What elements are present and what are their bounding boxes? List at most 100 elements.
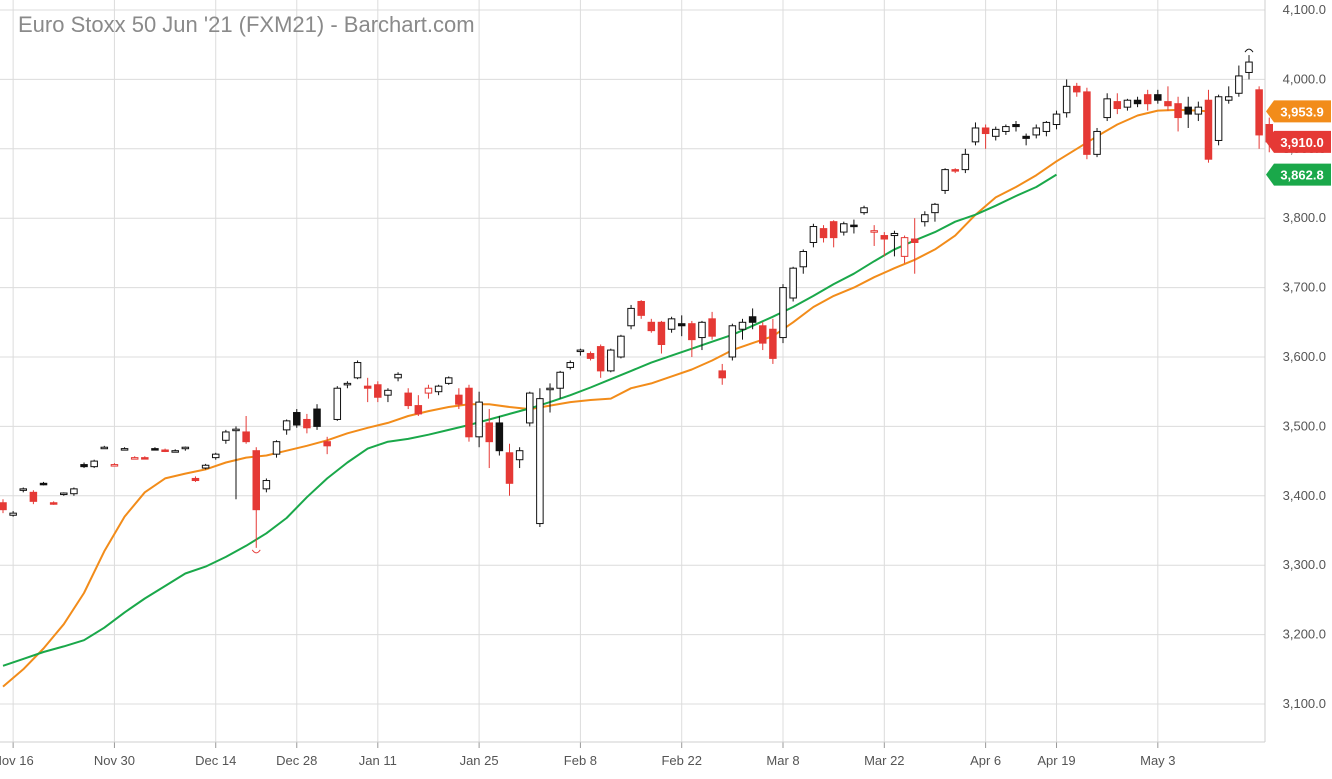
candle[interactable]: [1255, 86, 1263, 149]
candle[interactable]: [1164, 86, 1172, 111]
candle[interactable]: [130, 456, 139, 460]
candle[interactable]: [607, 348, 615, 373]
candle[interactable]: [991, 126, 1000, 141]
candle[interactable]: [394, 372, 402, 382]
candle[interactable]: [363, 377, 372, 403]
candle[interactable]: [759, 322, 767, 351]
candle[interactable]: [1245, 55, 1253, 80]
candle[interactable]: [0, 499, 7, 514]
candle[interactable]: [181, 446, 190, 451]
candle[interactable]: [779, 284, 787, 344]
candle[interactable]: [596, 344, 605, 378]
candle[interactable]: [374, 381, 382, 403]
candle[interactable]: [424, 384, 433, 399]
candle[interactable]: [1214, 94, 1223, 146]
candle[interactable]: [232, 426, 240, 500]
candle[interactable]: [840, 221, 848, 236]
candle[interactable]: [890, 230, 899, 257]
candle[interactable]: [728, 323, 737, 361]
candle[interactable]: [414, 395, 423, 416]
candle[interactable]: [475, 391, 483, 448]
candle[interactable]: [921, 211, 929, 227]
candle[interactable]: [343, 381, 352, 389]
candle[interactable]: [850, 219, 858, 234]
candle[interactable]: [404, 388, 412, 410]
candle[interactable]: [1154, 89, 1162, 104]
candle[interactable]: [201, 463, 210, 470]
candle[interactable]: [556, 370, 564, 399]
candle[interactable]: [1083, 87, 1091, 160]
candle[interactable]: [252, 447, 260, 548]
candle[interactable]: [495, 415, 504, 456]
candle[interactable]: [353, 360, 362, 380]
candle[interactable]: [90, 459, 98, 469]
candle[interactable]: [1042, 121, 1051, 137]
candle[interactable]: [505, 443, 514, 496]
candle[interactable]: [526, 391, 534, 427]
candle[interactable]: [323, 436, 331, 455]
candle[interactable]: [1022, 133, 1030, 146]
candle[interactable]: [293, 409, 301, 428]
candle[interactable]: [799, 249, 808, 274]
candle[interactable]: [1174, 96, 1182, 132]
candle[interactable]: [60, 492, 68, 496]
candle[interactable]: [303, 413, 311, 434]
candle[interactable]: [1143, 89, 1152, 111]
candle[interactable]: [171, 449, 179, 453]
candle[interactable]: [444, 376, 453, 385]
candle[interactable]: [931, 202, 939, 222]
candle[interactable]: [546, 383, 554, 413]
candle[interactable]: [981, 124, 990, 149]
candle[interactable]: [515, 447, 524, 469]
candle[interactable]: [100, 445, 109, 450]
candle[interactable]: [748, 308, 757, 330]
candle[interactable]: [384, 388, 392, 403]
candle[interactable]: [870, 225, 878, 246]
candle[interactable]: [951, 168, 959, 174]
candle[interactable]: [282, 419, 291, 435]
candle[interactable]: [39, 481, 48, 486]
candle[interactable]: [161, 448, 169, 453]
candle[interactable]: [191, 476, 200, 482]
candle[interactable]: [151, 447, 159, 451]
candle[interactable]: [910, 218, 919, 274]
candle[interactable]: [880, 232, 889, 257]
candle[interactable]: [566, 360, 575, 370]
candle[interactable]: [19, 487, 28, 493]
candle[interactable]: [1093, 127, 1101, 158]
candle[interactable]: [1103, 93, 1111, 122]
candle[interactable]: [455, 388, 463, 410]
candle[interactable]: [677, 315, 686, 337]
candle[interactable]: [110, 463, 119, 467]
candle[interactable]: [29, 490, 38, 505]
candle[interactable]: [485, 409, 493, 469]
candle[interactable]: [1062, 79, 1071, 118]
candle[interactable]: [70, 487, 78, 496]
candle[interactable]: [829, 220, 838, 248]
candle[interactable]: [647, 318, 656, 333]
candle[interactable]: [900, 235, 909, 264]
candle[interactable]: [272, 440, 281, 458]
candle[interactable]: [141, 456, 149, 460]
candle[interactable]: [971, 122, 980, 146]
candle[interactable]: [769, 318, 777, 364]
candle[interactable]: [1123, 98, 1132, 111]
candle[interactable]: [536, 388, 544, 528]
candle[interactable]: [1073, 82, 1081, 97]
candle[interactable]: [9, 511, 17, 517]
candle[interactable]: [242, 415, 250, 444]
candle[interactable]: [708, 311, 716, 340]
candle[interactable]: [860, 205, 868, 215]
candle[interactable]: [738, 318, 747, 340]
candle[interactable]: [961, 148, 970, 174]
candle[interactable]: [222, 429, 230, 444]
candle[interactable]: [1224, 86, 1233, 104]
candle[interactable]: [211, 452, 220, 460]
candle[interactable]: [262, 478, 271, 493]
candle[interactable]: [688, 320, 696, 357]
candle[interactable]: [80, 462, 88, 469]
candle[interactable]: [1184, 96, 1192, 128]
candle[interactable]: [434, 384, 443, 396]
candle[interactable]: [667, 316, 676, 333]
